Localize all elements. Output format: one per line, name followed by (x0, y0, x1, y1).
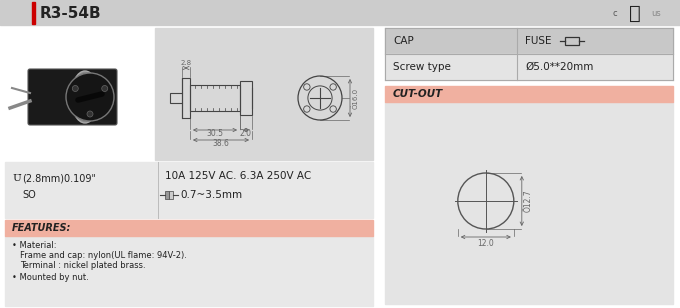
Text: Screw type: Screw type (393, 62, 451, 72)
Bar (385, 54, 673, 80)
Text: 38.6: 38.6 (213, 139, 229, 148)
Circle shape (102, 86, 107, 91)
Bar (566, 37, 579, 45)
Circle shape (87, 111, 93, 117)
Bar (155, 28, 373, 160)
Bar (5, 220, 373, 236)
Text: 12.0: 12.0 (477, 239, 494, 248)
Bar (0, 0, 680, 25)
Text: us: us (651, 9, 661, 18)
Bar (182, 78, 190, 118)
Text: (2.8mm)0.109": (2.8mm)0.109" (22, 173, 96, 183)
Bar (385, 86, 673, 102)
Text: Terminal : nickel plated brass.: Terminal : nickel plated brass. (20, 261, 146, 270)
Text: FUSE: FUSE (526, 36, 552, 46)
Text: c: c (613, 9, 617, 18)
Bar (165, 191, 169, 199)
Text: CUT-OUT: CUT-OUT (393, 89, 443, 99)
Text: Ⓤ: Ⓤ (629, 3, 641, 22)
Text: 2.0: 2.0 (240, 129, 252, 138)
Text: 30.5: 30.5 (207, 129, 224, 138)
Ellipse shape (71, 71, 99, 123)
Text: • Mounted by nut.: • Mounted by nut. (12, 274, 89, 282)
Bar (5, 28, 153, 160)
Bar (170, 93, 182, 103)
Text: 10A 125V AC. 6.3A 250V AC: 10A 125V AC. 6.3A 250V AC (165, 171, 311, 181)
Text: 0.7~3.5mm: 0.7~3.5mm (180, 190, 242, 200)
Bar (190, 85, 240, 111)
Circle shape (72, 86, 78, 91)
Bar (169, 191, 173, 199)
Text: U̅: U̅ (12, 173, 21, 183)
Text: Ö16.0: Ö16.0 (352, 87, 359, 108)
Bar (240, 81, 252, 115)
Bar (5, 162, 373, 218)
Bar (385, 102, 673, 304)
Text: SO: SO (22, 190, 36, 200)
Bar (32, 2, 35, 24)
Text: FEATURES:: FEATURES: (12, 223, 71, 233)
Text: Ø5.0**20mm: Ø5.0**20mm (526, 62, 594, 72)
Ellipse shape (74, 75, 96, 119)
FancyBboxPatch shape (28, 69, 117, 125)
Text: Ö12.7: Ö12.7 (524, 190, 533, 212)
Bar (385, 28, 673, 54)
Text: 2.8: 2.8 (180, 60, 192, 66)
Text: R3-54B: R3-54B (40, 6, 101, 21)
Text: • Material:: • Material: (12, 241, 56, 249)
Text: Frame and cap: nylon(UL flame: 94V-2).: Frame and cap: nylon(UL flame: 94V-2). (20, 252, 187, 261)
Circle shape (66, 73, 114, 121)
Bar (5, 236, 373, 306)
Text: CAP: CAP (393, 36, 413, 46)
